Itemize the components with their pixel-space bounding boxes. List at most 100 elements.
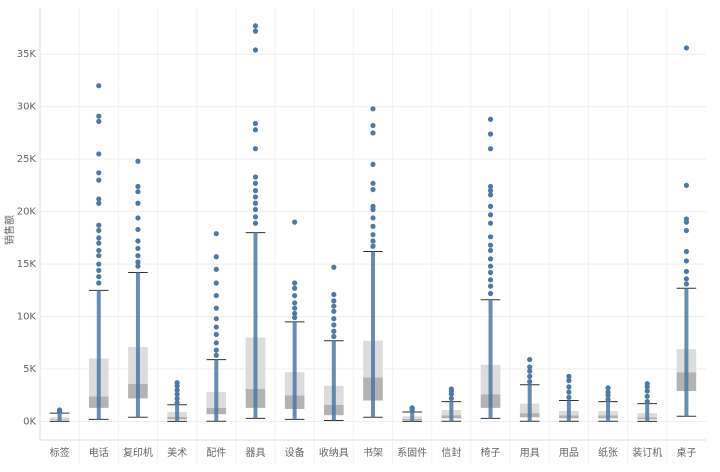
outlier [135, 215, 141, 221]
outlier [213, 266, 219, 272]
y-tick-label: 0K [23, 417, 36, 428]
x-tick-label: 系固件 [397, 447, 427, 459]
outlier [96, 280, 102, 286]
outlier [683, 268, 690, 275]
outlier [252, 47, 259, 53]
outlier [683, 219, 690, 225]
outlier [174, 380, 180, 386]
outlier [487, 269, 494, 276]
x-tick-label: 电话 [89, 446, 109, 459]
outlier [683, 227, 690, 234]
outlier [527, 379, 533, 385]
outlier [370, 206, 376, 213]
outlier [644, 388, 650, 394]
x-tick-label: 纸张 [598, 446, 618, 459]
outlier [487, 212, 494, 218]
x-tick-label: 信封 [441, 446, 461, 459]
outlier [566, 384, 572, 390]
outlier [566, 389, 572, 395]
y-axis-label: 销售额 [3, 215, 16, 245]
outlier [683, 281, 690, 287]
outlier [252, 180, 259, 186]
outlier [213, 331, 219, 338]
x-tick-label: 器具 [245, 447, 265, 459]
outlier [644, 381, 650, 387]
outlier [135, 259, 141, 265]
x-tick-label: 装订机 [632, 446, 662, 459]
outlier [135, 183, 141, 190]
outlier [135, 253, 141, 259]
outlier [331, 322, 337, 328]
outlier [96, 177, 102, 183]
outlier [331, 298, 337, 304]
outlier [487, 256, 494, 262]
outlier [252, 23, 259, 29]
outlier [135, 263, 141, 269]
outlier [487, 234, 494, 240]
outlier [487, 290, 494, 297]
outlier [213, 231, 219, 237]
outlier [683, 45, 690, 51]
outlier [331, 291, 337, 298]
outlier [174, 400, 180, 406]
outlier [370, 223, 376, 229]
outlier [292, 285, 298, 291]
outlier [527, 368, 533, 374]
outlier [252, 127, 259, 133]
outlier [370, 180, 376, 186]
outlier [213, 347, 219, 353]
outlier [292, 280, 298, 286]
outlier [213, 352, 219, 358]
y-tick-label: 25K [17, 154, 37, 165]
outlier [566, 373, 572, 379]
outlier [487, 220, 494, 226]
outlier [96, 222, 102, 228]
outlier [331, 316, 337, 322]
outlier [370, 161, 376, 168]
outlier [252, 28, 259, 34]
outlier [252, 146, 259, 152]
outlier [252, 120, 259, 127]
outlier [331, 333, 337, 340]
outlier [174, 387, 180, 393]
outlier [487, 192, 494, 198]
outlier [370, 232, 376, 238]
outlier [252, 214, 259, 220]
x-tick-label: 桌子 [676, 446, 696, 459]
outlier [292, 292, 298, 299]
outlier [135, 158, 141, 164]
outlier [96, 253, 102, 259]
outlier [527, 373, 533, 379]
outlier [605, 389, 611, 395]
outlier [292, 305, 298, 311]
outlier [331, 308, 337, 314]
outlier [370, 186, 376, 193]
outlier [409, 405, 415, 411]
outlier [96, 200, 102, 206]
outlier [96, 151, 102, 157]
outlier [683, 248, 690, 255]
x-tick-label: 收纳具 [319, 446, 349, 459]
outlier [96, 247, 102, 254]
outlier [292, 315, 298, 321]
outlier [370, 243, 376, 249]
outlier [174, 395, 180, 402]
outlier [135, 226, 141, 233]
outlier [370, 122, 376, 129]
outlier [174, 391, 180, 397]
outlier [213, 292, 219, 299]
outlier [96, 274, 102, 280]
outlier [331, 303, 337, 309]
outlier [605, 385, 611, 391]
outlier [213, 305, 219, 311]
outlier [96, 227, 102, 234]
outlier [487, 183, 494, 190]
outlier [487, 242, 494, 248]
outlier [605, 396, 611, 403]
outlier [683, 182, 690, 188]
outlier [487, 283, 494, 289]
outlier [252, 174, 259, 180]
outlier [527, 356, 533, 363]
outlier [252, 188, 259, 194]
y-tick-label: 5K [23, 364, 36, 375]
